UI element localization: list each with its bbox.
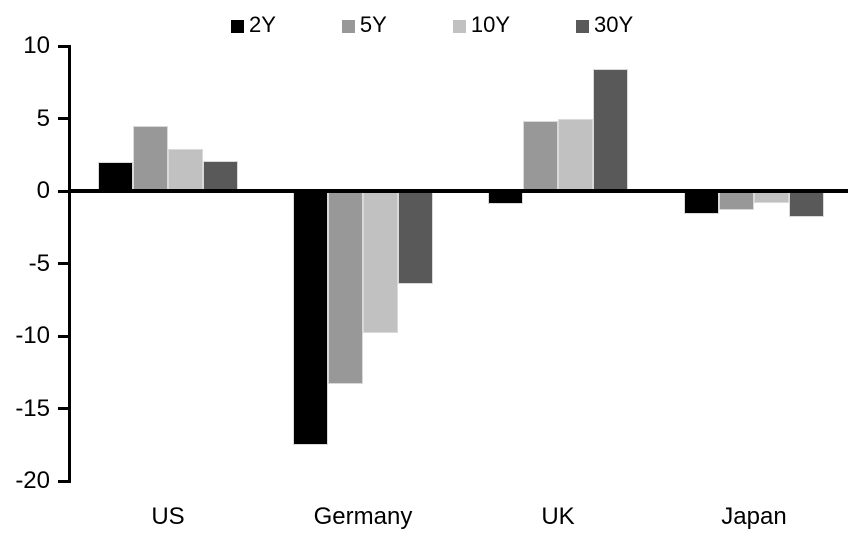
legend-label-30y: 30Y <box>594 12 634 37</box>
x-axis-label-uk: UK <box>541 503 575 530</box>
bar-us-30y <box>203 160 238 191</box>
x-axis-label-us: US <box>151 503 185 530</box>
bar-germany-10y <box>363 191 398 334</box>
zero-gridline <box>70 189 848 193</box>
y-axis-tick <box>58 262 70 265</box>
y-axis-tick <box>58 479 70 483</box>
legend-label-5y: 5Y <box>359 12 387 37</box>
legend-item-2y: 2Y <box>231 12 276 38</box>
bar-germany-5y <box>328 191 363 384</box>
legend-label-2y: 2Y <box>249 12 276 37</box>
bar-japan-5y <box>719 191 754 210</box>
chart-legend: 2Y 5Y 10Y 30Y <box>231 12 633 38</box>
bar-japan-2y <box>684 191 719 215</box>
y-axis-tick <box>58 117 70 120</box>
bar-us-2y <box>98 162 133 191</box>
legend-item-30y: 30Y <box>576 12 633 38</box>
bar-us-5y <box>133 125 168 191</box>
bar-germany-2y <box>293 191 328 445</box>
bar-uk-5y <box>523 121 558 191</box>
bar-japan-30y <box>789 191 824 218</box>
x-axis-label-germany: Germany <box>313 503 413 530</box>
y-axis-tick-label: 0 <box>36 177 50 204</box>
bar-us-10y <box>168 148 203 191</box>
legend-item-5y: 5Y <box>341 12 387 38</box>
y-axis-tick <box>58 334 70 338</box>
legend-label-10y: 10Y <box>470 12 510 37</box>
y-axis-tick-label: 5 <box>36 104 50 132</box>
x-axis-label-japan: Japan <box>721 503 787 530</box>
y-axis-tick-label: -10 <box>15 322 50 349</box>
y-axis-tick-label: -20 <box>15 467 50 494</box>
bar-uk-30y <box>593 69 628 191</box>
y-axis-tick <box>58 407 70 410</box>
legend-swatch-icon-5y <box>341 20 355 33</box>
bar-germany-30y <box>398 191 433 284</box>
y-axis-tick <box>58 44 70 48</box>
y-axis-tick-label: -5 <box>28 249 50 277</box>
y-axis-tick <box>58 189 70 193</box>
bar-uk-10y <box>558 118 593 191</box>
legend-swatch-icon-2y <box>231 20 244 33</box>
legend-swatch-icon-30y <box>576 20 589 33</box>
legend-item-10y: 10Y <box>452 12 510 38</box>
y-axis-tick-label: -15 <box>15 394 50 422</box>
legend-swatch-icon-10y <box>452 20 466 33</box>
y-axis-tick-label: 10 <box>23 32 50 59</box>
